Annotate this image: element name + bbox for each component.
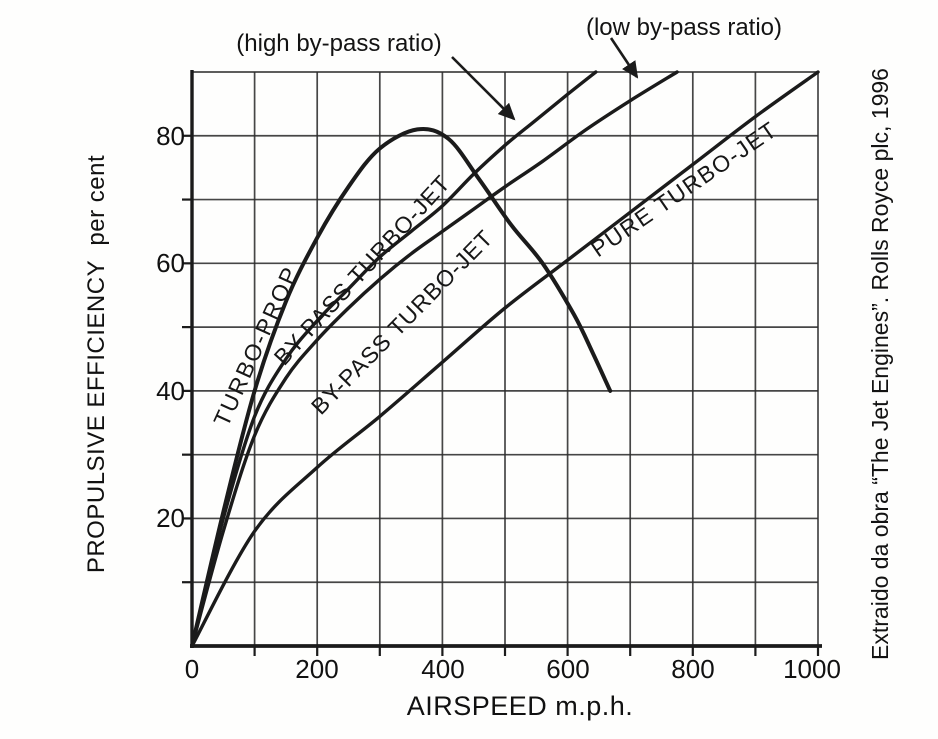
y-tick-80: 80 [156, 121, 185, 151]
x-tick-600: 600 [546, 654, 590, 684]
y-axis-title: PROPULSIVE EFFICIENCY per cent [83, 154, 110, 574]
y-tick-40: 40 [156, 376, 185, 406]
low-bypass-arrow [609, 37, 639, 79]
low-bypass-annotation: (low by-pass ratio) [585, 14, 783, 41]
annotation-arrows [451, 37, 639, 121]
curve-pure-turbo-jet [190, 70, 820, 648]
curve-turbo-prop [190, 127, 613, 648]
source-caption: Extraido da obra “The Jet Engines”. Roll… [867, 68, 893, 660]
y-tick-60: 60 [156, 248, 185, 278]
x-tick-800: 800 [671, 654, 715, 684]
curve-by-pass-turbo-jet-high-by-pass-ratio [190, 70, 598, 648]
x-tick-400: 400 [421, 654, 465, 684]
y-tick-20: 20 [156, 503, 185, 533]
curve-by-pass-turbo-jet-low-by-pass-ratio [190, 70, 679, 648]
x-tick-0: 0 [184, 654, 200, 684]
high-bypass-annotation: (high by-pass ratio) [236, 30, 442, 57]
x-axis-title: AIRSPEED m.p.h. [406, 691, 634, 721]
high-bypass-arrow [451, 56, 516, 121]
x-tick-1000: 1000 [783, 654, 841, 684]
grid-axes-curves-layer [182, 70, 822, 656]
x-tick-200: 200 [295, 654, 339, 684]
